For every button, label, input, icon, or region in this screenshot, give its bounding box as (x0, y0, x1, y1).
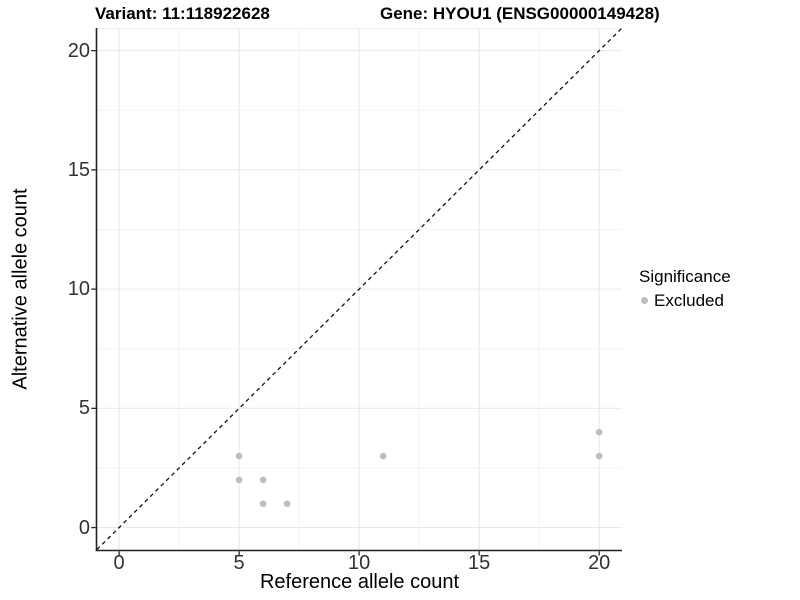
y-tick-label: 20 (67, 39, 90, 62)
scatter-point (595, 428, 603, 436)
identity-reference-line (96, 27, 623, 550)
scatter-point (595, 452, 603, 460)
y-axis-title: Alternative allele count (9, 188, 32, 390)
x-tick-label: 10 (348, 552, 371, 574)
legend-item-label: Excluded (654, 291, 724, 310)
y-tick-label: 15 (67, 158, 90, 181)
scatter-point (379, 452, 387, 460)
scatter-point (259, 500, 267, 508)
y-tick-label: 10 (67, 278, 90, 301)
x-tick-label: 0 (113, 552, 125, 574)
y-tick-label: 0 (78, 516, 90, 539)
legend-items: Excluded (639, 290, 731, 311)
plot-title-variant: Variant: 11:118922628 (95, 4, 270, 23)
scatter-point (283, 500, 291, 508)
legend-title: Significance (639, 267, 731, 286)
legend-point-icon (641, 297, 648, 304)
legend: Significance Excluded (639, 266, 731, 311)
x-tick-label: 15 (468, 552, 491, 574)
scatter-point (235, 476, 243, 484)
scatter-point (259, 476, 267, 484)
x-axis-title: Reference allele count (259, 571, 459, 593)
x-tick-label: 20 (588, 552, 611, 574)
x-tick-label: 5 (233, 552, 245, 574)
legend-item: Excluded (639, 290, 731, 311)
scatter-point (235, 452, 243, 460)
plot-title-gene: Gene: HYOU1 (ENSG00000149428) (380, 4, 660, 23)
y-tick-label: 5 (78, 397, 90, 420)
